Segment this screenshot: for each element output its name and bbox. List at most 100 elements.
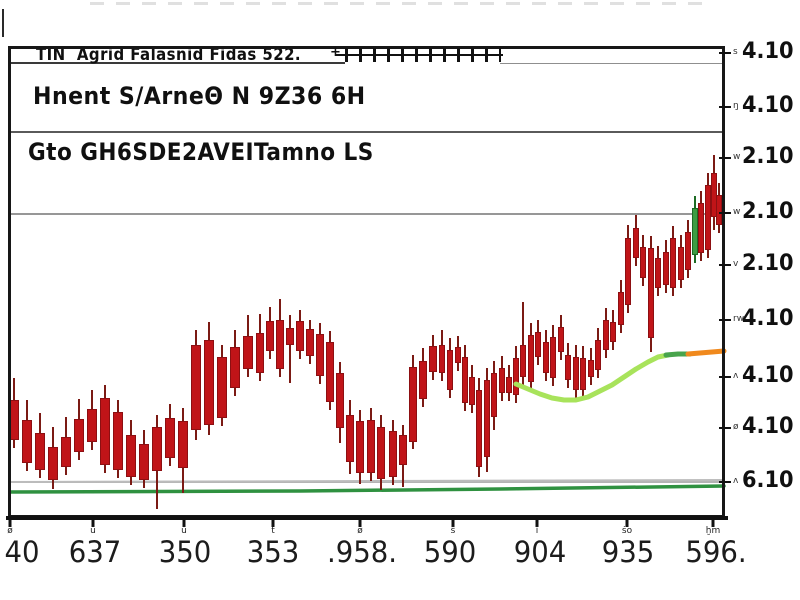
candle-bearish — [399, 435, 407, 465]
candle-bearish — [296, 321, 304, 351]
x-axis-label: 904 — [513, 535, 567, 569]
x-axis-tick — [358, 519, 362, 527]
y-axis-tick-mark: rw — [733, 314, 745, 324]
candle-bearish — [74, 419, 84, 452]
x-axis-tick — [451, 519, 455, 527]
x-axis-label: 353 — [246, 535, 300, 569]
y-axis-tick-mark: w — [733, 152, 741, 162]
x-axis-label: 596. — [685, 535, 747, 569]
candle-bearish — [367, 420, 375, 473]
candle-bearish — [447, 350, 453, 390]
candle-bearish — [389, 431, 397, 477]
y-axis-tick-mark: ŋ — [733, 101, 739, 111]
candle-bearish — [409, 367, 417, 442]
y-axis-tick — [719, 376, 731, 378]
candle-bearish — [356, 421, 364, 473]
baseline-green — [8, 484, 726, 494]
candle-bearish — [633, 228, 639, 258]
candle-bearish — [663, 252, 669, 285]
y-axis-tick — [719, 106, 731, 108]
candle-bearish — [678, 247, 684, 280]
x-axis-label: .958. — [326, 535, 398, 569]
hatch-midline — [336, 54, 503, 56]
candle-bearish — [100, 398, 110, 465]
candle-bullish — [692, 208, 698, 255]
candle-bearish — [543, 342, 549, 373]
candle-bearish — [87, 409, 97, 442]
candle-bearish — [499, 368, 505, 393]
candle-bearish — [204, 340, 214, 425]
candle-bearish — [9, 400, 19, 440]
candle-bearish — [191, 345, 201, 430]
y-axis-tick — [719, 481, 731, 483]
y-axis-tick — [719, 52, 731, 54]
candle-bearish — [655, 258, 661, 288]
candle-bearish — [698, 203, 704, 253]
y-axis-label: 2.10 — [742, 199, 794, 224]
candle-bearish — [217, 357, 227, 418]
candle-bearish — [266, 321, 274, 351]
y-axis-tick-mark: ʌ — [733, 476, 739, 486]
candle-bearish — [256, 333, 264, 373]
candle-bearish — [419, 361, 427, 399]
candle-bearish — [243, 336, 253, 369]
y-axis-label: 2.10 — [742, 144, 794, 169]
gridline — [10, 213, 722, 215]
candle-bearish — [625, 238, 631, 305]
x-axis-tick-mark: ĭ — [535, 526, 539, 536]
x-axis-tick-mark: ḫm — [705, 526, 721, 536]
candle-wick — [522, 302, 524, 385]
y-axis-tick-mark: v — [733, 259, 739, 269]
x-axis-tick-mark: ṫ — [271, 526, 275, 536]
candle-bearish — [603, 320, 609, 350]
candle-bearish — [326, 342, 334, 402]
candle-bearish — [152, 427, 162, 471]
candle-bearish — [316, 334, 324, 376]
candle-bearish — [648, 248, 654, 338]
candle-bearish — [429, 346, 437, 372]
candle-bearish — [377, 427, 385, 479]
x-axis-tick — [271, 519, 275, 527]
x-axis-label: 40 — [4, 535, 40, 569]
x-axis-tick-mark: ŝ — [450, 526, 456, 536]
candle-bearish — [595, 340, 601, 370]
candle-bearish — [535, 332, 541, 357]
candle-bearish — [670, 238, 676, 288]
candle-bearish — [550, 337, 556, 378]
candle-bearish — [476, 390, 482, 467]
candle-bearish — [139, 444, 149, 480]
candle-bearish — [455, 347, 461, 363]
y-axis-tick — [719, 319, 731, 321]
gridline — [10, 62, 345, 64]
candle-bearish — [346, 415, 354, 462]
candle-bearish — [705, 185, 711, 250]
candle-bearish — [113, 412, 123, 470]
candle-bearish — [336, 373, 344, 428]
candle-bearish — [439, 345, 445, 373]
y-axis-label: 4.10 — [742, 39, 794, 64]
candle-bearish — [484, 380, 490, 457]
candle-bearish — [306, 329, 314, 356]
ma-dark-green — [663, 351, 693, 358]
candle-bearish — [230, 347, 240, 388]
candle-bearish — [640, 247, 646, 278]
x-axis-label: 637 — [68, 535, 122, 569]
x-axis-label: 935 — [601, 535, 655, 569]
candle-bearish — [513, 358, 519, 395]
y-axis-tick-mark: s — [733, 47, 738, 57]
y-axis-label: 4.10 — [742, 363, 794, 388]
candle-bearish — [22, 420, 32, 463]
candle-bearish — [716, 195, 722, 225]
candle-bearish — [165, 418, 175, 458]
candle-bearish — [565, 355, 571, 380]
gridline — [10, 481, 722, 483]
y-axis-tick-mark: ø — [733, 422, 739, 432]
y-axis-label: 4.10 — [742, 93, 794, 118]
hatch-start-mark: + — [330, 45, 341, 60]
y-axis-label: 6.10 — [742, 468, 794, 493]
candle-bearish — [178, 421, 188, 468]
x-axis-tick — [535, 519, 539, 527]
gridline — [500, 63, 722, 64]
chart-subtitle-2: Gto GH6SDE2AVEITamno LS — [28, 138, 374, 166]
